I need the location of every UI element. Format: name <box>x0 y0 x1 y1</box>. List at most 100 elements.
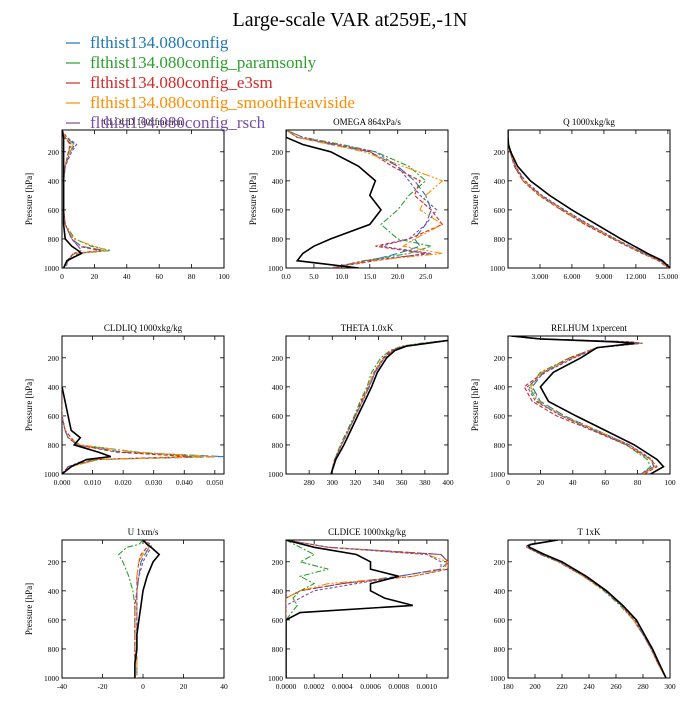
y-axis-label: Pressure [hPa] <box>248 173 258 225</box>
x-tick-label: 15.0 <box>363 272 376 281</box>
x-tick-label: 400 <box>442 478 454 487</box>
x-tick-label: 20 <box>180 682 188 691</box>
y-tick-label: 600 <box>494 412 506 421</box>
y-axis-label: Pressure [hPa] <box>24 583 34 635</box>
x-tick-label: 300 <box>327 478 339 487</box>
y-tick-label: 1000 <box>44 674 59 683</box>
x-tick-label: 15.000 <box>658 272 679 281</box>
panel-title: T 1xK <box>577 527 601 537</box>
y-tick-label: 800 <box>494 645 506 654</box>
x-tick-label: 100 <box>218 272 230 281</box>
y-axis-label: Pressure [hPa] <box>470 379 480 431</box>
y-tick-label: 200 <box>48 558 60 567</box>
x-tick-label: 20.0 <box>391 272 404 281</box>
x-tick-label: 0.0008 <box>388 682 409 691</box>
x-tick-label: 200 <box>529 682 541 691</box>
panel-title: CLOUD 100xfraction <box>103 117 183 127</box>
series-line-5 <box>508 130 670 268</box>
x-tick-label: 12.000 <box>626 272 647 281</box>
series-line-reference <box>286 540 414 678</box>
legend-label: flthist134.080config <box>90 33 229 52</box>
y-tick-label: 600 <box>48 206 60 215</box>
x-tick-label: -40 <box>57 682 67 691</box>
y-tick-label: 1000 <box>44 264 59 273</box>
legend-item: flthist134.080config_paramsonly <box>66 53 317 72</box>
x-tick-label: 9.000 <box>595 272 612 281</box>
series-line-1 <box>62 130 105 268</box>
y-tick-label: 800 <box>48 645 60 654</box>
legend-label: flthist134.080config_e3sm <box>90 73 273 92</box>
y-tick-label: 1000 <box>490 470 505 479</box>
legend-item: flthist134.080config <box>66 33 229 52</box>
y-axis-label: Pressure [hPa] <box>24 379 34 431</box>
series-line-reference <box>62 386 112 474</box>
legend-item: flthist134.080config_rsch <box>66 113 266 132</box>
x-tick-label: 0.0004 <box>332 682 353 691</box>
series-line-reference <box>286 130 383 268</box>
y-tick-label: 400 <box>494 587 506 596</box>
y-axis-label: Pressure [hPa] <box>24 173 34 225</box>
x-tick-label: 20 <box>537 478 545 487</box>
y-tick-label: 200 <box>494 354 506 363</box>
x-tick-label: 280 <box>304 478 316 487</box>
y-tick-label: 1000 <box>268 470 283 479</box>
panel-frame <box>61 129 225 269</box>
panel-5: THETA 1.0xK 200 400 600 800 1000 280 300 320 340 3… <box>268 323 454 487</box>
y-tick-label: 1000 <box>490 264 505 273</box>
panel-frame <box>507 129 671 269</box>
panel-title: CLDICE 1000xkg/kg <box>328 527 406 537</box>
y-tick-label: 800 <box>272 441 284 450</box>
legend-label: flthist134.080config_rsch <box>90 113 266 132</box>
series-line-5 <box>330 339 448 474</box>
x-tick-label: 240 <box>583 682 595 691</box>
x-tick-label: 60 <box>601 478 609 487</box>
x-tick-label: 20 <box>91 272 99 281</box>
y-tick-label: 400 <box>272 383 284 392</box>
y-tick-label: 600 <box>494 206 506 215</box>
x-tick-label: 6.000 <box>564 272 581 281</box>
panel-title: RELHUM 1xpercent <box>551 323 627 333</box>
series-line-2 <box>118 540 144 678</box>
panel-4: CLDLIQ 1000xkg/kg Pressure [hPa] 200 400 600… <box>24 323 225 487</box>
y-tick-label: 400 <box>272 177 284 186</box>
panel-frame <box>285 129 449 269</box>
x-tick-label: 320 <box>350 478 362 487</box>
series-line-1 <box>526 540 667 678</box>
x-tick-label: 100 <box>664 478 676 487</box>
legend: flthist134.080configflthist134.080config… <box>66 33 355 132</box>
series-line-2 <box>330 339 448 474</box>
series-line-5 <box>526 540 667 678</box>
panel-3: Q 1000xkg/kg Pressure [hPa] 200 400 600 800 10… <box>470 117 678 281</box>
y-tick-label: 1000 <box>44 470 59 479</box>
series-line-reference <box>527 540 667 678</box>
panel-frame <box>507 539 671 679</box>
y-tick-label: 400 <box>48 383 60 392</box>
x-tick-label: 10.0 <box>335 272 348 281</box>
y-tick-label: 400 <box>48 587 60 596</box>
y-tick-label: 600 <box>272 206 284 215</box>
x-tick-label: 80 <box>634 478 642 487</box>
y-tick-label: 1000 <box>490 674 505 683</box>
x-tick-label: 280 <box>637 682 649 691</box>
y-tick-label: 600 <box>494 616 506 625</box>
y-tick-label: 200 <box>494 558 506 567</box>
series-line-2 <box>508 130 670 268</box>
y-tick-label: 800 <box>272 645 284 654</box>
y-tick-label: 400 <box>272 587 284 596</box>
x-tick-label: 0.0010 <box>417 682 438 691</box>
x-tick-label: 0.010 <box>84 478 101 487</box>
series-line-3 <box>286 130 444 268</box>
y-tick-label: 400 <box>494 177 506 186</box>
series-line-reference <box>511 336 665 474</box>
x-tick-label: -20 <box>98 682 108 691</box>
x-tick-label: 40 <box>569 478 577 487</box>
y-tick-label: 200 <box>48 354 60 363</box>
x-tick-label: 0 <box>60 272 64 281</box>
y-tick-label: 600 <box>48 412 60 421</box>
series-line-2 <box>526 540 667 678</box>
panel-frame <box>507 335 671 475</box>
series-line-5 <box>511 336 655 474</box>
